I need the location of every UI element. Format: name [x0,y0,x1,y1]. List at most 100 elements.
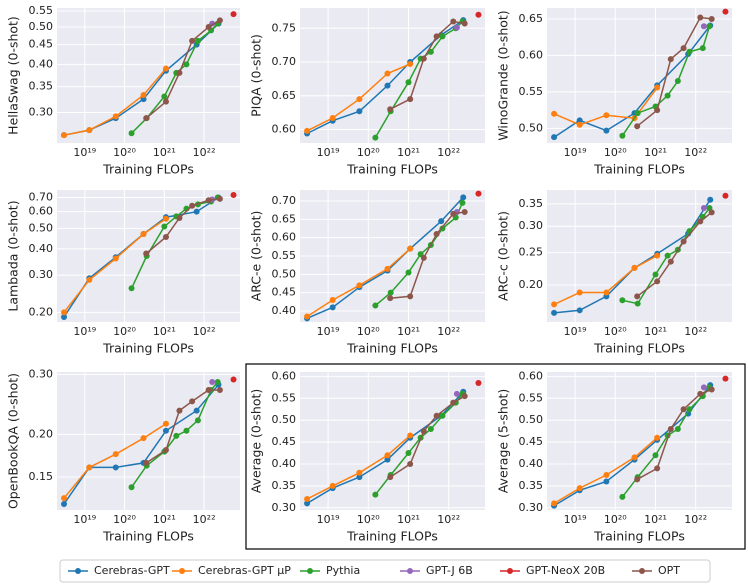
data-point [439,412,446,419]
y-tick-label: 0.40 [29,242,54,255]
legend-marker [507,568,513,574]
y-tick-label: 0.30 [29,105,54,118]
legend-label: Cerebras-GPT μP [198,564,291,577]
data-point [216,17,223,24]
data-point [450,18,457,25]
data-point [205,23,212,30]
y-tick-label: 0.40 [272,457,297,470]
y-tick-label: 0.40 [272,304,297,317]
y-tick-label: 0.35 [519,479,544,492]
data-point [176,69,183,76]
data-point [140,231,147,238]
x-axis-label: Training FLOPs [102,341,194,356]
data-point [603,127,610,134]
legend-label: GPT-J 6B [426,564,473,577]
y-tick-label: 0.65 [519,12,544,25]
legend-marker [639,568,645,574]
data-point [61,500,68,507]
x-tick-label: 10²⁰ [113,513,136,526]
data-point [329,482,336,489]
y-axis-label: ARC-e (0-shot) [249,211,264,302]
y-tick-label: 0.55 [272,391,297,404]
data-point [603,289,610,296]
data-point [634,300,641,307]
data-point [619,132,626,139]
y-axis-label: Lambada (0-shot) [6,200,21,311]
data-point [461,209,468,215]
data-point [667,56,674,63]
data-point [407,432,414,439]
data-point [699,45,706,52]
data-point [162,447,169,454]
data-point [356,282,363,289]
data-point [475,190,482,197]
y-tick-label: 0.60 [272,231,297,244]
data-point [619,297,626,304]
data-point [427,425,434,432]
y-axis-label: PIQA (0-shot) [249,34,264,117]
data-point [433,412,440,419]
data-point [356,469,363,476]
data-point [631,264,638,271]
x-tick-label: 10¹⁹ [564,513,587,526]
data-point [86,276,93,283]
x-tick-label: 10²⁰ [113,325,136,338]
x-axis-label: Training FLOPs [593,162,685,177]
y-tick-label: 0.55 [519,391,544,404]
data-point [193,208,200,215]
data-point [140,92,147,99]
y-tick-label: 0.35 [519,197,544,210]
data-point [664,92,671,99]
data-point [407,293,414,300]
y-tick-label: 0.50 [29,20,54,33]
data-point [420,55,427,62]
data-point [453,390,460,397]
data-point [230,11,237,18]
data-point [189,398,196,405]
data-point [680,238,687,245]
x-tick-label: 10²¹ [153,513,176,526]
data-point [551,301,558,308]
data-point [700,205,707,212]
data-point [384,70,391,77]
data-point [230,191,237,198]
data-point [433,231,440,237]
data-point [654,434,661,441]
y-tick-label: 0.55 [272,249,297,262]
data-point [176,214,183,221]
y-tick-label: 0.25 [519,246,544,259]
data-point [205,387,212,394]
data-point [700,23,707,30]
data-point [654,107,661,114]
data-point [459,199,466,206]
data-point [576,485,583,492]
data-point [576,307,583,314]
data-point [387,295,394,302]
data-point [576,121,583,128]
legend-label: OPT [658,564,680,577]
y-tick-label: 0.60 [519,48,544,61]
data-point [405,79,412,86]
data-point [405,450,412,457]
y-tick-label: 0.35 [29,80,54,93]
data-point [708,15,715,22]
legend-marker [75,568,81,574]
x-tick-label: 10¹⁹ [564,325,587,338]
series-line [130,381,219,488]
data-point [700,384,707,391]
data-point [216,387,223,394]
x-tick-label: 10²⁰ [357,146,380,159]
data-point [603,478,610,485]
x-tick-label: 10¹⁹ [73,146,96,159]
data-point [686,406,693,413]
y-tick-label: 0.40 [29,57,54,70]
data-point [162,427,169,434]
y-tick-label: 0.60 [519,369,544,382]
x-tick-label: 10²⁰ [604,146,627,159]
x-axis-label: Training FLOPs [593,529,685,544]
data-point [329,115,336,122]
data-point [384,452,391,459]
y-tick-label: 0.60 [272,123,297,136]
y-tick-label: 0.55 [519,85,544,98]
